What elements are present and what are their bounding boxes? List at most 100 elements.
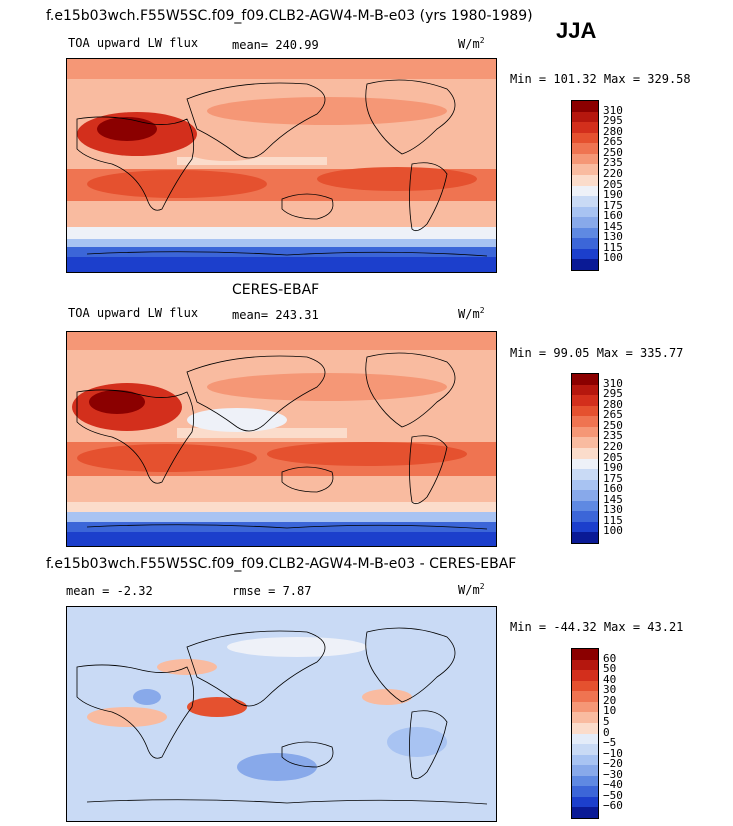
- panel-model-colorbar-segment: [572, 153, 598, 165]
- panel-model-colorbar-segment: [572, 196, 598, 207]
- panel-diff-colorbar-segment: [572, 796, 598, 808]
- panel-diff-rmse: rmse = 7.87: [232, 584, 312, 598]
- panel-obs-colorbar-tick-label: 100: [603, 524, 623, 538]
- panel-diff-colorbar-tick-label: 40: [603, 672, 617, 686]
- panel-obs-colorbar-segment: [572, 458, 598, 470]
- panel-model-units: W/m2: [458, 36, 485, 51]
- panel-model-colorbar-tick-label: 130: [603, 230, 623, 244]
- panel-diff-minmax: Min = -44.32 Max = 43.21: [510, 620, 684, 634]
- panel-obs-colorbar-segment: [572, 490, 598, 501]
- panel-model-colorbar-tick-label: 280: [603, 124, 623, 138]
- panel-model-colorbar-segment: [572, 101, 598, 112]
- panel-diff-colorbar-segment: [572, 722, 598, 734]
- panel-model-map: [66, 58, 497, 273]
- panel-model-variable: TOA upward LW flux: [68, 36, 199, 50]
- panel-diff-colorbar-tick-label: −10: [603, 746, 623, 760]
- panel-diff-colorbar-segment: [572, 775, 598, 787]
- panel-obs-colorbar-segment: [572, 479, 598, 491]
- panel-diff-colorbar-tick-label: −40: [603, 778, 623, 792]
- panel-model-colorbar-segment: [572, 164, 598, 175]
- panel-obs-colorbar-tick-label: 145: [603, 492, 623, 506]
- panel-diff-mean: mean = -2.32: [66, 584, 153, 598]
- panel-diff-colorbar-tick-label: −60: [603, 799, 623, 813]
- panel-diff-colorbar-tick-label: −20: [603, 757, 623, 771]
- panel-obs-colorbar-tick-label: 205: [603, 450, 623, 464]
- panel-diff-colorbar-segment: [572, 691, 598, 702]
- panel-obs-colorbar-segment: [572, 416, 598, 427]
- panel-model-colorbar-tick-label: 250: [603, 145, 623, 159]
- panel-diff-colorbar-tick-label: 60: [603, 651, 617, 665]
- panel-diff-colorbar-segment: [572, 701, 598, 713]
- panel-obs-colorbar-tick-label: 265: [603, 408, 623, 422]
- panel-model-colorbar-segment: [572, 143, 598, 154]
- panel-model-colorbar-segment: [572, 217, 598, 228]
- panel-diff-colorbar-tick-label: −50: [603, 788, 623, 802]
- season-label: JJA: [556, 18, 597, 43]
- panel-model-minmax: Min = 101.32 Max = 329.58: [510, 72, 691, 86]
- panel-obs-colorbar-tick-label: 160: [603, 482, 623, 496]
- panel-diff-colorbar-segment: [572, 744, 598, 755]
- panel-obs-colorbar-segment: [572, 426, 598, 438]
- panel-model-colorbar: [571, 100, 599, 271]
- panel-obs-colorbar-segment: [572, 447, 598, 459]
- panel-model-colorbar-segment: [572, 227, 598, 239]
- panel-model-colorbar-segment: [572, 259, 598, 270]
- panel-model-colorbar-segment: [572, 174, 598, 186]
- panel-diff-colorbar-segment: [572, 765, 598, 776]
- panel-model-colorbar-segment: [572, 111, 598, 123]
- panel-obs-colorbar-tick-label: 130: [603, 503, 623, 517]
- panel-model-colorbar-tick-label: 265: [603, 135, 623, 149]
- panel-obs-colorbar-segment: [572, 395, 598, 406]
- panel-obs-colorbar-segment: [572, 511, 598, 522]
- panel-model-colorbar-tick-label: 145: [603, 219, 623, 233]
- panel-obs-colorbar-tick-label: 175: [603, 471, 623, 485]
- panel-obs-title: CERES-EBAF: [232, 282, 320, 298]
- panel-diff-colorbar-tick-label: 30: [603, 683, 617, 697]
- panel-obs-minmax: Min = 99.05 Max = 335.77: [510, 346, 684, 360]
- panel-obs-colorbar-segment: [572, 374, 598, 385]
- panel-model-colorbar-tick-label: 310: [603, 103, 623, 117]
- panel-model-colorbar-segment: [572, 248, 598, 260]
- panel-diff-colorbar-tick-label: 20: [603, 693, 617, 707]
- panel-diff-colorbar-tick-label: −30: [603, 767, 623, 781]
- panel-model-colorbar-segment: [572, 122, 598, 133]
- panel-model-colorbar-tick-label: 160: [603, 209, 623, 223]
- panel-obs-units: W/m2: [458, 306, 485, 321]
- panel-obs-colorbar-tick-label: 235: [603, 429, 623, 443]
- panel-diff-colorbar-tick-label: 50: [603, 662, 617, 676]
- panel-obs-colorbar-tick-label: 280: [603, 397, 623, 411]
- panel-model-colorbar-segment: [572, 185, 598, 197]
- panel-model-colorbar-segment: [572, 206, 598, 218]
- panel-diff-colorbar-tick-label: 5: [603, 714, 610, 728]
- panel-model-colorbar-tick-label: 220: [603, 166, 623, 180]
- panel-obs-colorbar-segment: [572, 405, 598, 417]
- panel-obs-colorbar-tick-label: 115: [603, 513, 623, 527]
- panel-model-colorbar-segment: [572, 132, 598, 144]
- panel-diff-colorbar-tick-label: −5: [603, 736, 617, 750]
- panel-diff-colorbar-tick-label: 0: [603, 725, 610, 739]
- panel-obs-variable: TOA upward LW flux: [68, 306, 199, 320]
- panel-diff-colorbar-segment: [572, 680, 598, 692]
- panel-obs-colorbar-segment: [572, 437, 598, 448]
- panel-diff-colorbar-segment: [572, 807, 598, 818]
- panel-obs-colorbar-segment: [572, 469, 598, 480]
- panel-model-title: f.e15b03wch.F55W5SC.f09_f09.CLB2-AGW4-M-…: [46, 8, 533, 24]
- panel-diff-units: W/m2: [458, 582, 485, 597]
- panel-diff-colorbar-segment: [572, 659, 598, 671]
- panel-obs-colorbar-tick-label: 190: [603, 461, 623, 475]
- panel-obs-colorbar: [571, 373, 599, 544]
- panel-diff-colorbar-segment: [572, 712, 598, 723]
- panel-obs-colorbar-segment: [572, 500, 598, 512]
- panel-diff-colorbar-segment: [572, 733, 598, 745]
- panel-obs-colorbar-tick-label: 310: [603, 376, 623, 390]
- panel-diff-colorbar-segment: [572, 786, 598, 797]
- panel-model-colorbar-tick-label: 190: [603, 188, 623, 202]
- panel-model-mean: mean= 240.99: [232, 38, 319, 52]
- panel-obs-colorbar-tick-label: 220: [603, 439, 623, 453]
- panel-obs-map: [66, 331, 497, 547]
- panel-obs-colorbar-segment: [572, 521, 598, 533]
- panel-model-colorbar-tick-label: 295: [603, 114, 623, 128]
- panel-obs-colorbar-segment: [572, 384, 598, 396]
- panel-model-colorbar-tick-label: 175: [603, 198, 623, 212]
- panel-model-colorbar-tick-label: 115: [603, 240, 623, 254]
